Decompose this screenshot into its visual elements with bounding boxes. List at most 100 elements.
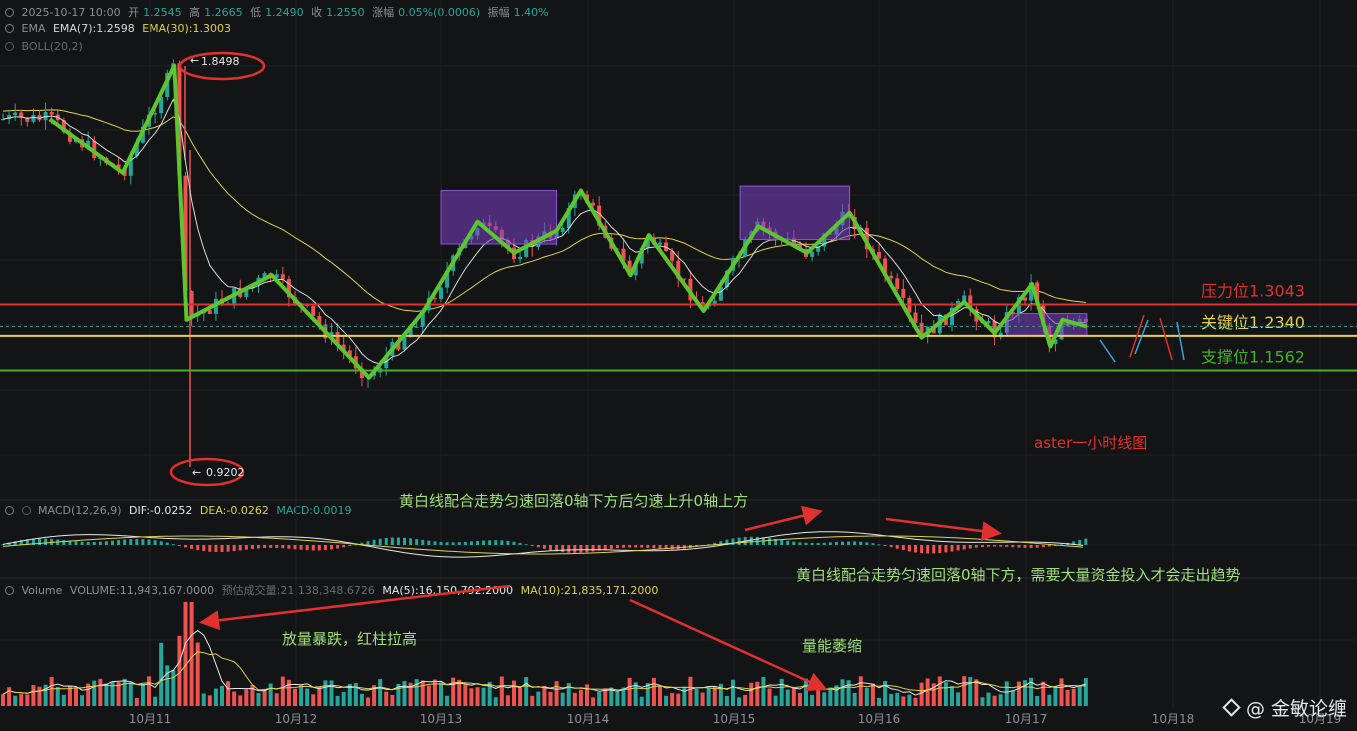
volume-bar	[505, 695, 510, 706]
macd-bar	[214, 545, 218, 553]
volume-bar	[171, 670, 176, 706]
volume-bar	[402, 681, 407, 706]
candle-body	[207, 310, 212, 314]
volume-name[interactable]: Volume	[21, 584, 63, 597]
macd-name[interactable]: MACD(12,26,9)	[38, 504, 122, 517]
volume-bar	[773, 695, 778, 706]
volume-bar	[329, 680, 334, 706]
candle-body	[578, 194, 583, 196]
candle-body	[864, 227, 869, 250]
volume-bar	[694, 688, 699, 706]
macd-bar	[469, 541, 473, 545]
candle-body	[913, 312, 918, 323]
macd-bar	[25, 539, 29, 545]
macd-bar	[396, 537, 400, 545]
bell-icon[interactable]	[5, 42, 14, 51]
volume-bar	[250, 684, 255, 706]
macd-bar	[19, 540, 23, 545]
annotation-arrow	[885, 517, 1002, 542]
candle-body	[347, 350, 352, 357]
chevron-down-icon[interactable]	[5, 586, 14, 595]
volume-bar	[1071, 688, 1076, 706]
volume-bar	[396, 683, 401, 706]
macd-bar	[597, 545, 601, 551]
volume-bar	[712, 686, 717, 706]
volume-bar	[810, 694, 815, 706]
volume-bar	[256, 692, 261, 706]
macd-bar	[80, 541, 84, 545]
macd-bar	[646, 545, 650, 548]
macd-annotation-2: 黄白线配合走势匀速回落0轴下方，需要大量资金投入才会走出趋势	[796, 566, 1241, 584]
candle-body	[1023, 297, 1027, 301]
volume-bar	[207, 695, 212, 706]
macd-bar	[1017, 545, 1021, 548]
candle-body	[639, 247, 644, 264]
macd-bar	[38, 538, 41, 545]
low-marker-circle	[169, 457, 245, 487]
volume-bar	[61, 694, 66, 706]
candle-body	[597, 205, 602, 226]
open-value: 1.2545	[143, 6, 182, 19]
macd-bar	[920, 545, 924, 554]
volume-bar	[493, 697, 498, 706]
grid-lines	[0, 0, 1357, 707]
projection-stroke	[1176, 321, 1185, 361]
volume-bar	[499, 676, 504, 706]
level-label: 压力位1.3043	[1201, 282, 1305, 301]
bell-icon[interactable]	[21, 506, 31, 515]
volume-annotation-1: 放量暴跌，红柱拉高	[282, 630, 417, 648]
candle-body	[153, 113, 158, 115]
candle-body	[244, 288, 249, 297]
macd-bar	[768, 538, 771, 545]
volume-bar	[572, 692, 577, 706]
toggle-icon[interactable]	[5, 24, 14, 33]
macd-bar	[476, 540, 479, 545]
volume-bar	[804, 678, 808, 706]
volume-bar	[420, 680, 425, 706]
x-tick-label: 10月11	[129, 712, 172, 726]
volume-bar	[451, 677, 456, 706]
macd-bar	[220, 545, 224, 552]
volume-bar	[475, 687, 480, 706]
volume-bar	[1059, 678, 1064, 706]
ema-name[interactable]: EMA	[21, 22, 46, 35]
candle-body	[889, 275, 894, 279]
projection-stroke	[1159, 317, 1173, 361]
macd-bar	[877, 544, 881, 546]
volume-bar	[262, 690, 267, 706]
chevron-down-icon[interactable]	[5, 8, 14, 17]
macd-bar	[311, 545, 315, 551]
volume-bar	[1010, 690, 1015, 706]
macd-bar	[123, 539, 127, 545]
macd-bar	[828, 542, 832, 545]
volume-bar	[1041, 681, 1046, 706]
macd-bar	[336, 545, 340, 549]
macd-bar	[208, 545, 212, 552]
volume-annotation-2: 量能萎缩	[802, 637, 862, 655]
candle-body	[986, 320, 991, 324]
volume-bar	[463, 684, 468, 706]
candle-body	[1029, 282, 1034, 301]
volume-bar	[67, 686, 72, 706]
volume-header: Volume VOLUME:11,943,167.0000 预估成交量:21,1…	[0, 582, 662, 598]
macd-bar	[847, 541, 851, 545]
volume-bar	[372, 685, 377, 706]
chevron-down-icon[interactable]	[5, 506, 14, 515]
macd-bar	[883, 545, 887, 546]
candle-body	[670, 251, 675, 261]
macd-bar	[585, 545, 589, 553]
candle-body	[791, 238, 796, 246]
volume-bar	[852, 692, 857, 706]
change-value: 0.05%(0.0006)	[398, 6, 481, 19]
macd-bar	[403, 537, 406, 545]
volume-bar	[816, 690, 821, 706]
volume-bar	[548, 691, 553, 706]
macd-bar	[482, 540, 486, 545]
macd-bar	[257, 545, 260, 549]
volume-bar	[347, 683, 352, 706]
macd-bar	[524, 544, 528, 546]
boll-name[interactable]: BOLL(20,2)	[21, 40, 83, 53]
projection-stroke	[1099, 339, 1116, 363]
volume-bar	[220, 685, 224, 706]
